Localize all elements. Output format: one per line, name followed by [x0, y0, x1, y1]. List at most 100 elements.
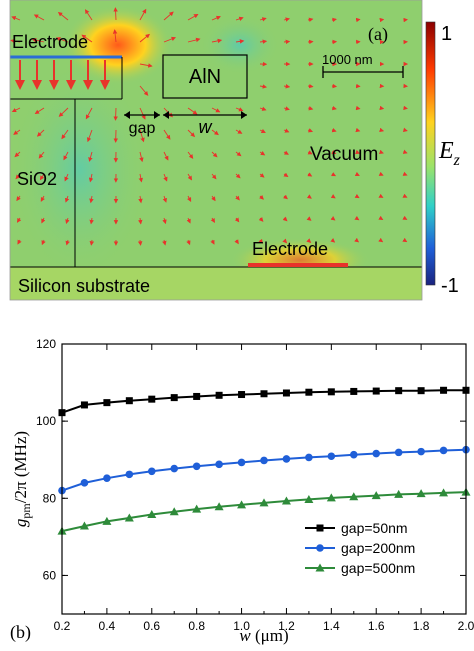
field-arrow [16, 217, 22, 223]
sio2-label: SiO2 [17, 169, 57, 189]
substrate-region [10, 267, 422, 300]
y-tick-label: 120 [36, 337, 56, 351]
data-point-circle [215, 460, 223, 469]
field-arrow [355, 105, 361, 111]
field-arrow [113, 7, 118, 21]
field-arrow [81, 34, 93, 43]
panel-b-label: (b) [10, 622, 31, 643]
field-arrow [85, 107, 93, 120]
data-point-circle [192, 462, 201, 471]
field-arrow [139, 129, 145, 143]
field-arrow [283, 84, 291, 89]
data-point-square [215, 391, 223, 399]
field-arrow [259, 84, 268, 89]
field-arrow [138, 217, 143, 225]
colorbar-min-label: -1 [441, 275, 459, 297]
legend-label: gap=500nm [341, 560, 415, 576]
field-arrow [139, 33, 150, 43]
legend-item: gap=50nm [305, 520, 408, 536]
data-point-circle [349, 450, 358, 459]
field-arrow [355, 17, 361, 23]
field-arrow [282, 238, 288, 244]
data-point-circle [305, 453, 313, 462]
field-arrow [379, 105, 385, 111]
vacuum-label: Vacuum [310, 144, 378, 165]
field-arrow [17, 239, 22, 245]
data-point-square [417, 387, 425, 395]
field-arrow [307, 17, 314, 22]
data-point-triangle [192, 504, 202, 513]
x-tick-label: 1.6 [368, 619, 385, 633]
field-arrow [306, 238, 312, 243]
field-arrow [331, 83, 338, 89]
field-arrow [235, 173, 241, 179]
field-arrow [187, 14, 199, 21]
x-tick-label: 0.6 [143, 619, 160, 633]
field-arrow [283, 39, 291, 45]
field-arrow [39, 173, 45, 181]
field-arrow [139, 151, 144, 163]
field-arrow [187, 129, 196, 138]
field-arrow [259, 151, 266, 156]
field-arrow [211, 107, 221, 113]
field-arrow [65, 217, 70, 225]
field-arrow [307, 150, 313, 155]
field-arrow [186, 217, 191, 224]
data-point-square [238, 391, 246, 399]
legend-label: gap=200nm [341, 540, 415, 556]
field-arrow [163, 151, 169, 161]
field-arrow [402, 171, 408, 176]
data-point-square [440, 386, 448, 394]
field-arrow [34, 107, 45, 115]
legend-label: gap=50nm [341, 520, 408, 536]
field-coldspot-sio2 [10, 60, 150, 280]
field-arrow [64, 173, 69, 182]
electrode-bottom-label: Electrode [252, 239, 328, 259]
x-axis-label: w (μm) [239, 626, 288, 645]
field-arrow [235, 129, 243, 134]
field-arrow [13, 129, 21, 135]
y-axis-label-rest: /2π (MHz) [11, 431, 30, 503]
data-point-triangle [304, 494, 314, 503]
field-arrow [283, 106, 290, 111]
field-map-panel: Electrode AlN gap w SiO2 Vacuum Electrod… [10, 0, 422, 300]
field-arrow [307, 128, 314, 133]
field-arrow [36, 129, 45, 137]
x-tick-label: 0.4 [99, 619, 116, 633]
data-point-square [316, 524, 324, 532]
field-arrow [187, 37, 201, 43]
field-arrow [259, 106, 267, 111]
field-arrow [89, 239, 95, 246]
data-point-circle [170, 464, 179, 473]
data-point-circle [125, 470, 134, 479]
y-tick-label: 60 [43, 568, 57, 582]
field-arrow [235, 107, 244, 112]
field-arrow [234, 239, 239, 245]
field-arrow [163, 36, 177, 43]
field-arrow [139, 85, 149, 96]
data-point-circle [260, 456, 268, 465]
field-arrow [402, 127, 408, 133]
field-arrow [331, 17, 337, 23]
field-arrow [162, 239, 167, 246]
data-point-circle [282, 455, 291, 463]
field-arrow [211, 195, 216, 202]
data-point-triangle [169, 507, 179, 516]
field-arrow [14, 151, 21, 158]
field-arrow [84, 9, 93, 21]
field-arrow [186, 239, 191, 246]
field-arrow [283, 150, 289, 155]
field-arrow [138, 173, 143, 183]
field-arrow [139, 107, 146, 120]
x-tick-label: 1.4 [323, 619, 340, 633]
data-point-circle [147, 467, 156, 476]
x-tick-label: 0.2 [54, 619, 71, 633]
field-arrow [403, 105, 408, 111]
data-point-circle [394, 448, 403, 457]
colorbar [425, 21, 436, 286]
x-axis-label-unit: (μm) [251, 626, 289, 645]
chart-axes-group: 0.2 0.4 0.6 0.8 1.0 1.2 1.4 1.6 1.8 2.0 60 80 100 120 [36, 337, 474, 633]
data-point-triangle [394, 489, 404, 498]
field-arrow [307, 83, 314, 89]
y-axis-label-symbol: g [11, 519, 30, 528]
